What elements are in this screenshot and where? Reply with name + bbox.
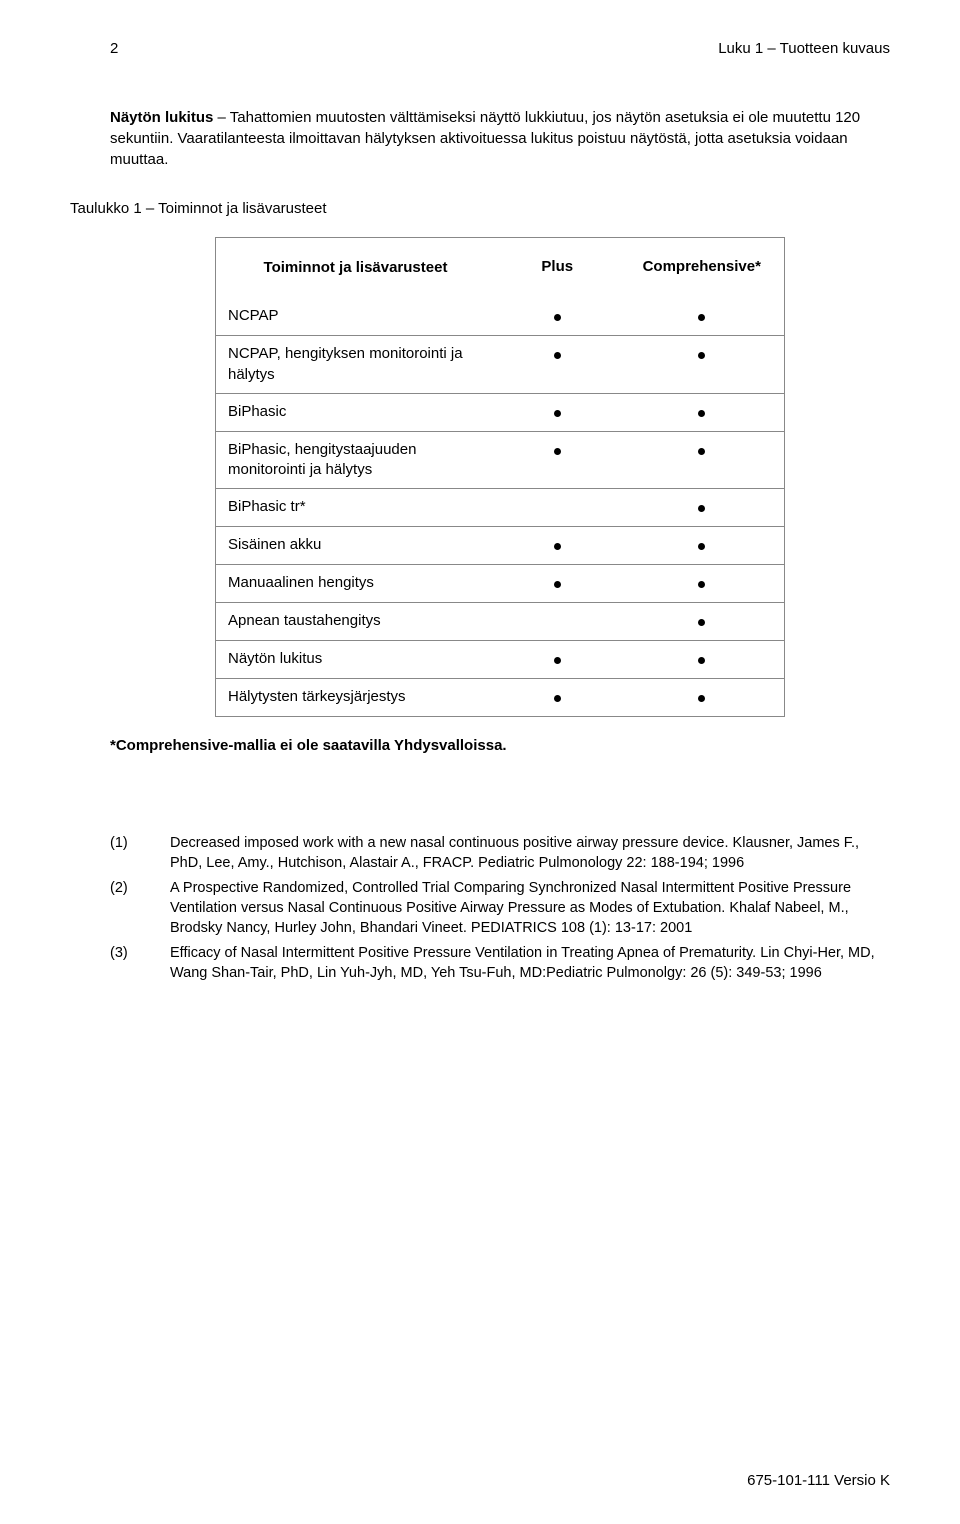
table-header-row: Toiminnot ja lisävarusteet Plus Comprehe… <box>216 238 784 298</box>
reference-item: (3)Efficacy of Nasal Intermittent Positi… <box>110 944 890 983</box>
dot-icon <box>554 410 561 417</box>
intro-lead: Näytön lukitus <box>110 109 213 126</box>
table-row: NCPAP, hengityksen monitorointi ja hälyt… <box>216 335 784 393</box>
plus-cell <box>495 394 620 431</box>
plus-cell <box>495 641 620 678</box>
reference-text: Efficacy of Nasal Intermittent Positive … <box>170 944 890 983</box>
feature-label: Apnean taustahengitys <box>216 603 495 640</box>
feature-label: Hälytysten tärkeysjärjestys <box>216 679 495 716</box>
table-row: Näytön lukitus <box>216 640 784 678</box>
table-row: Sisäinen akku <box>216 526 784 564</box>
plus-cell <box>495 432 620 489</box>
reference-number: (2) <box>110 879 170 938</box>
feature-label: Sisäinen akku <box>216 527 495 564</box>
table-row: BiPhasic <box>216 393 784 431</box>
comprehensive-cell <box>620 527 784 564</box>
plus-cell <box>495 603 620 640</box>
reference-number: (1) <box>110 834 170 873</box>
comprehensive-cell <box>620 679 784 716</box>
dot-icon <box>554 695 561 702</box>
page-header: 2 Luku 1 – Tuotteen kuvaus <box>110 40 890 57</box>
reference-item: (2)A Prospective Randomized, Controlled … <box>110 879 890 938</box>
dot-icon <box>554 448 561 455</box>
table-caption: Taulukko 1 – Toiminnot ja lisävarusteet <box>70 200 890 217</box>
plus-cell <box>495 565 620 602</box>
dot-icon <box>554 352 561 359</box>
dot-icon <box>698 314 705 321</box>
intro-rest: – Tahattomien muutosten välttämiseksi nä… <box>110 109 860 168</box>
feature-label: BiPhasic tr* <box>216 489 495 526</box>
feature-table: Toiminnot ja lisävarusteet Plus Comprehe… <box>215 237 785 717</box>
page-number: 2 <box>110 40 118 57</box>
table-row: Hälytysten tärkeysjärjestys <box>216 678 784 716</box>
comprehensive-cell <box>620 298 784 335</box>
feature-label: BiPhasic, hengitystaajuuden monitorointi… <box>216 432 495 489</box>
table-header-comprehensive: Comprehensive* <box>620 238 784 298</box>
dot-icon <box>554 657 561 664</box>
comprehensive-cell <box>620 394 784 431</box>
dot-icon <box>554 314 561 321</box>
table-header-plus: Plus <box>495 238 620 298</box>
dot-icon <box>698 695 705 702</box>
dot-icon <box>698 657 705 664</box>
dot-icon <box>698 448 705 455</box>
feature-label: NCPAP, hengityksen monitorointi ja hälyt… <box>216 336 495 393</box>
plus-cell <box>495 679 620 716</box>
dot-icon <box>698 619 705 626</box>
chapter-title: Luku 1 – Tuotteen kuvaus <box>718 40 890 57</box>
table-row: Apnean taustahengitys <box>216 602 784 640</box>
reference-text: A Prospective Randomized, Controlled Tri… <box>170 879 890 938</box>
comprehensive-cell <box>620 641 784 678</box>
plus-cell <box>495 489 620 526</box>
comprehensive-cell <box>620 432 784 489</box>
dot-icon <box>698 410 705 417</box>
reference-number: (3) <box>110 944 170 983</box>
comprehensive-cell <box>620 336 784 393</box>
dot-icon <box>698 581 705 588</box>
table-row: NCPAP <box>216 298 784 335</box>
plus-cell <box>495 527 620 564</box>
feature-label: Näytön lukitus <box>216 641 495 678</box>
feature-label: BiPhasic <box>216 394 495 431</box>
table-row: BiPhasic, hengitystaajuuden monitorointi… <box>216 431 784 489</box>
reference-item: (1)Decreased imposed work with a new nas… <box>110 834 890 873</box>
table-footnote: *Comprehensive-mallia ei ole saatavilla … <box>110 737 890 754</box>
dot-icon <box>554 543 561 550</box>
feature-label: NCPAP <box>216 298 495 335</box>
plus-cell <box>495 298 620 335</box>
dot-icon <box>698 543 705 550</box>
comprehensive-cell <box>620 603 784 640</box>
plus-cell <box>495 336 620 393</box>
table-row: Manuaalinen hengitys <box>216 564 784 602</box>
table-header-label: Toiminnot ja lisävarusteet <box>216 238 495 298</box>
comprehensive-cell <box>620 489 784 526</box>
references: (1)Decreased imposed work with a new nas… <box>110 834 890 983</box>
reference-text: Decreased imposed work with a new nasal … <box>170 834 890 873</box>
table-row: BiPhasic tr* <box>216 488 784 526</box>
dot-icon <box>554 581 561 588</box>
dot-icon <box>698 505 705 512</box>
footer-version: 675-101-111 Versio K <box>747 1472 890 1489</box>
feature-label: Manuaalinen hengitys <box>216 565 495 602</box>
intro-paragraph: Näytön lukitus – Tahattomien muutosten v… <box>110 107 890 170</box>
dot-icon <box>698 352 705 359</box>
comprehensive-cell <box>620 565 784 602</box>
